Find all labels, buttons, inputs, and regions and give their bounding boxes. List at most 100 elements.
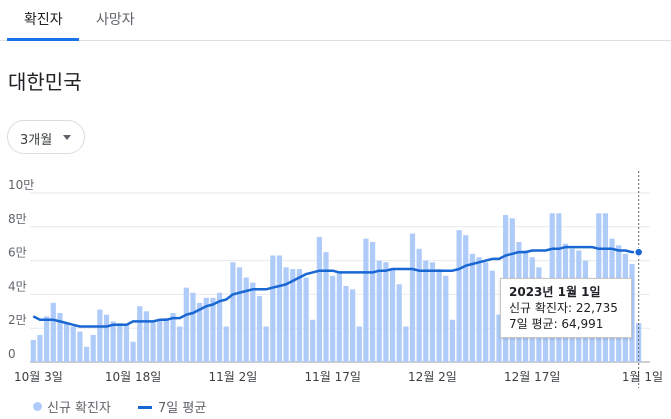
bar[interactable] <box>30 340 36 362</box>
legend-bar-swatch <box>33 402 42 411</box>
tooltip-seven-day-average: 7일 평균: 64,991 <box>509 317 604 331</box>
bar[interactable] <box>369 242 376 362</box>
bar[interactable] <box>50 302 56 362</box>
region-title: 대한민국 <box>8 70 82 94</box>
bar[interactable] <box>343 285 349 362</box>
bar[interactable] <box>263 326 269 362</box>
bar[interactable] <box>177 326 183 362</box>
bar[interactable] <box>449 319 456 362</box>
dropdown-caret-icon <box>63 135 71 140</box>
bar[interactable] <box>629 263 635 362</box>
bar[interactable] <box>90 334 96 362</box>
y-tick-label: 8만 <box>8 212 27 226</box>
bar[interactable] <box>230 262 236 362</box>
bar[interactable] <box>243 277 249 363</box>
bar[interactable] <box>429 262 436 362</box>
bar[interactable] <box>363 238 369 362</box>
bar[interactable] <box>110 321 116 362</box>
bar[interactable] <box>123 324 130 362</box>
legend-line-swatch <box>138 406 152 409</box>
bar[interactable] <box>336 272 342 362</box>
bar[interactable] <box>416 248 422 362</box>
bar[interactable] <box>197 302 203 362</box>
bar[interactable] <box>256 296 263 362</box>
x-tick-label: 12월 17일 <box>504 370 560 384</box>
bar[interactable] <box>389 269 396 362</box>
bar[interactable] <box>489 270 495 362</box>
bar[interactable] <box>210 297 216 362</box>
tooltip-date: 2023년 1월 1일 <box>509 285 601 299</box>
bar[interactable] <box>117 323 123 362</box>
bar[interactable] <box>250 282 256 362</box>
bar[interactable] <box>290 269 296 362</box>
bar[interactable] <box>636 323 642 362</box>
bar[interactable] <box>436 269 442 362</box>
bar[interactable] <box>157 319 163 362</box>
bar[interactable] <box>216 292 223 362</box>
bar[interactable] <box>83 346 90 362</box>
bar[interactable] <box>203 297 209 362</box>
bar[interactable] <box>103 314 110 362</box>
x-tick-label: 1월 1일 <box>622 370 663 384</box>
bar[interactable] <box>316 236 322 362</box>
bar[interactable] <box>403 326 409 362</box>
chart-tooltip: 2023년 1월 1일 신규 확진자: 22,735 7일 평균: 64,991 <box>500 278 632 338</box>
bar[interactable] <box>409 233 416 362</box>
bar[interactable] <box>97 309 103 362</box>
bar[interactable] <box>57 312 63 362</box>
bar[interactable] <box>469 253 475 362</box>
bar[interactable] <box>310 319 316 362</box>
legend-seven-day-average: 7일 평균 <box>158 401 207 416</box>
bar[interactable] <box>443 275 449 362</box>
bar[interactable] <box>283 267 289 362</box>
bar[interactable] <box>63 323 70 362</box>
bar[interactable] <box>276 255 283 362</box>
x-tick-label: 10월 18일 <box>105 370 161 384</box>
bar[interactable] <box>356 326 362 362</box>
bar[interactable] <box>496 314 502 362</box>
bar[interactable] <box>330 275 336 362</box>
bar[interactable] <box>350 289 356 362</box>
bar[interactable] <box>463 235 469 362</box>
bar[interactable] <box>303 277 309 363</box>
bar[interactable] <box>456 230 462 362</box>
bar[interactable] <box>236 267 243 362</box>
bar[interactable] <box>170 312 176 362</box>
bar[interactable] <box>137 306 143 362</box>
bar[interactable] <box>163 318 169 362</box>
bar[interactable] <box>270 255 276 362</box>
bar[interactable] <box>223 326 229 362</box>
bar[interactable] <box>476 257 482 362</box>
bar[interactable] <box>423 260 429 362</box>
bar[interactable] <box>483 262 489 362</box>
range-select-button[interactable]: 3개월 <box>7 120 85 154</box>
bar[interactable] <box>296 269 303 362</box>
tab-bar: 확진자 사망자 <box>0 0 671 41</box>
bar[interactable] <box>190 292 196 362</box>
tab-deaths[interactable]: 사망자 <box>96 12 135 28</box>
bar[interactable] <box>150 321 156 362</box>
tab-cases[interactable]: 확진자 <box>24 12 63 28</box>
bar[interactable] <box>183 287 189 362</box>
x-tick-label: 11월 2일 <box>208 370 257 384</box>
tooltip-new-cases: 신규 확진자: 22,735 <box>509 301 618 315</box>
range-select-value: 3개월 <box>20 133 53 148</box>
bar[interactable] <box>130 341 136 362</box>
bar[interactable] <box>376 260 382 362</box>
legend-new-cases: 신규 확진자 <box>47 401 111 416</box>
y-tick-label: 4만 <box>8 279 27 293</box>
bar[interactable] <box>44 316 50 362</box>
y-tick-label: 10만 <box>8 178 34 192</box>
y-tick-label: 2만 <box>8 313 27 327</box>
bar[interactable] <box>77 331 83 362</box>
bar[interactable] <box>70 326 76 362</box>
x-tick-label: 11월 17일 <box>304 370 360 384</box>
bar[interactable] <box>37 334 43 362</box>
bar[interactable] <box>323 252 329 362</box>
x-tick-label: 10월 3일 <box>14 370 63 384</box>
bar[interactable] <box>383 262 389 362</box>
bar[interactable] <box>143 311 150 362</box>
seven-day-average-line <box>32 245 639 328</box>
x-tick-label: 12월 2일 <box>408 370 457 384</box>
bar[interactable] <box>396 284 402 362</box>
